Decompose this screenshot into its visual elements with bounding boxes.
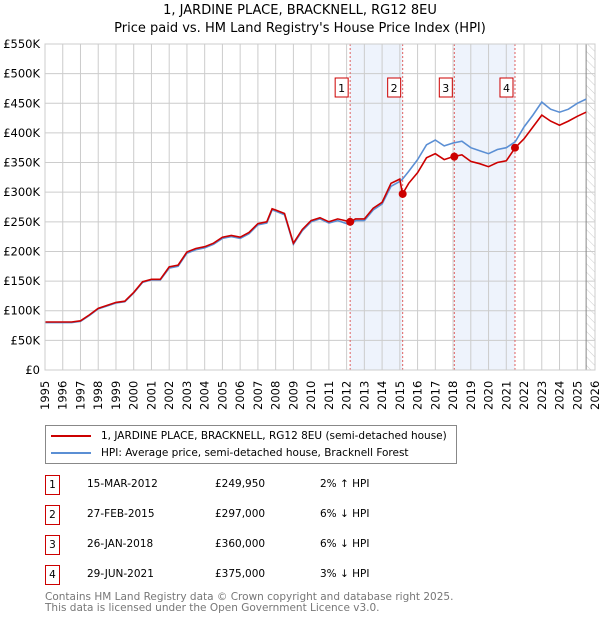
price-chart: 1995 1996 1997 1998 1999 2000 2001 2002 2003 2004… [3,37,600,410]
y-tick-label: £100K [3,304,40,318]
footer-copyright: Contains HM Land Registry data © Crown c… [45,591,454,603]
y-tick-label: £500K [3,67,40,81]
sale-point [450,152,459,161]
x-tick-label: 2005 [215,381,229,410]
x-tick-label: 1997 [73,381,87,410]
x-tick-label: 1998 [91,381,105,410]
x-tick-label: 2007 [251,381,265,410]
x-tick-label: 2010 [304,381,318,410]
future-hatch-region [586,44,595,370]
x-tick-label: 2013 [357,381,371,410]
x-tick-label: 2000 [127,381,141,410]
sale-hpi-diff: 3% ↓ HPI [320,568,370,580]
sale-price: £375,000 [215,568,266,580]
x-tick-label: 2015 [393,381,407,410]
sale-price: £249,950 [215,478,266,490]
x-tick-label: 2006 [233,381,247,410]
x-tick-label: 2014 [375,381,389,410]
x-tick-label: 2004 [198,381,212,410]
legend-swatch-red [51,435,91,437]
x-tick-label: 2024 [553,381,567,410]
sale-point [398,189,407,198]
x-tick-label: 2019 [464,381,478,410]
sale-price: £360,000 [215,538,266,550]
x-tick-label: 2011 [322,381,336,410]
x-tick-label: 1995 [38,381,52,410]
sale-hpi-diff: 6% ↓ HPI [320,508,370,520]
sale-label-number: 2 [391,82,398,95]
y-tick-label: £350K [3,156,40,170]
chart-subtitle: Price paid vs. HM Land Registry's House … [114,21,486,36]
legend: 1, JARDINE PLACE, BRACKNELL, RG12 8EU (s… [45,425,457,464]
y-tick-label: £200K [3,244,40,258]
y-tick-label: £550K [3,37,40,51]
legend-swatch-blue [51,452,91,454]
legend-item-property: 1, JARDINE PLACE, BRACKNELL, RG12 8EU (s… [46,428,447,444]
x-tick-label: 2016 [411,381,425,410]
sale-number: 4 [45,565,60,585]
y-tick-label: £300K [3,185,40,199]
x-tick-label: 2017 [428,381,442,410]
sale-label-number: 4 [503,82,510,95]
sale-label-box [499,77,514,98]
sale-date: 29-JUN-2021 [87,568,154,580]
x-tick-label: 2025 [570,381,584,410]
x-tick-label: 2018 [446,381,460,410]
y-tick-label: £150K [3,274,40,288]
legend-item-hpi: HPI: Average price, semi-detached house,… [46,445,409,461]
sale-date: 27-FEB-2015 [87,508,155,520]
x-tick-label: 1999 [109,381,123,410]
legend-label: 1, JARDINE PLACE, BRACKNELL, RG12 8EU (s… [101,430,447,442]
shaded-ownership-period [454,44,515,370]
sale-point [510,143,519,152]
x-tick-label: 2002 [162,381,176,410]
x-tick-label: 2009 [286,381,300,410]
sale-label-number: 1 [338,82,345,95]
sale-label-box [334,77,349,98]
x-tick-label: 2003 [180,381,194,410]
x-tick-label: 1996 [56,381,70,410]
y-tick-label: £50K [11,333,41,347]
sale-hpi-diff: 2% ↑ HPI [320,478,370,490]
x-tick-label: 2012 [340,381,354,410]
y-tick-label: £400K [3,126,40,140]
sale-date: 15-MAR-2012 [87,478,158,490]
sale-label-box [438,77,453,98]
legend-label: HPI: Average price, semi-detached house,… [101,447,409,459]
x-tick-label: 2026 [588,381,600,410]
sale-hpi-diff: 6% ↓ HPI [320,538,370,550]
x-tick-label: 2022 [517,381,531,410]
sale-point [346,217,355,226]
x-tick-label: 2023 [535,381,549,410]
sale-number: 2 [45,505,60,525]
sale-date: 26-JAN-2018 [87,538,154,550]
y-tick-label: £450K [3,96,40,110]
x-tick-label: 2020 [482,381,496,410]
y-tick-label: £250K [3,215,40,229]
sale-number: 1 [45,475,60,495]
x-tick-label: 2008 [269,381,283,410]
x-tick-label: 2001 [144,381,158,410]
x-tick-label: 2021 [499,381,513,410]
footer-licence: This data is licensed under the Open Gov… [45,602,380,614]
sale-label-box [387,77,402,98]
y-tick-label: £0 [25,363,40,377]
sale-price: £297,000 [215,508,266,520]
plot-border [44,43,596,371]
sale-number: 3 [45,535,60,555]
price-paid-line [45,111,587,323]
chart-title: 1, JARDINE PLACE, BRACKNELL, RG12 8EU [163,3,437,18]
sale-label-number: 3 [442,82,449,95]
